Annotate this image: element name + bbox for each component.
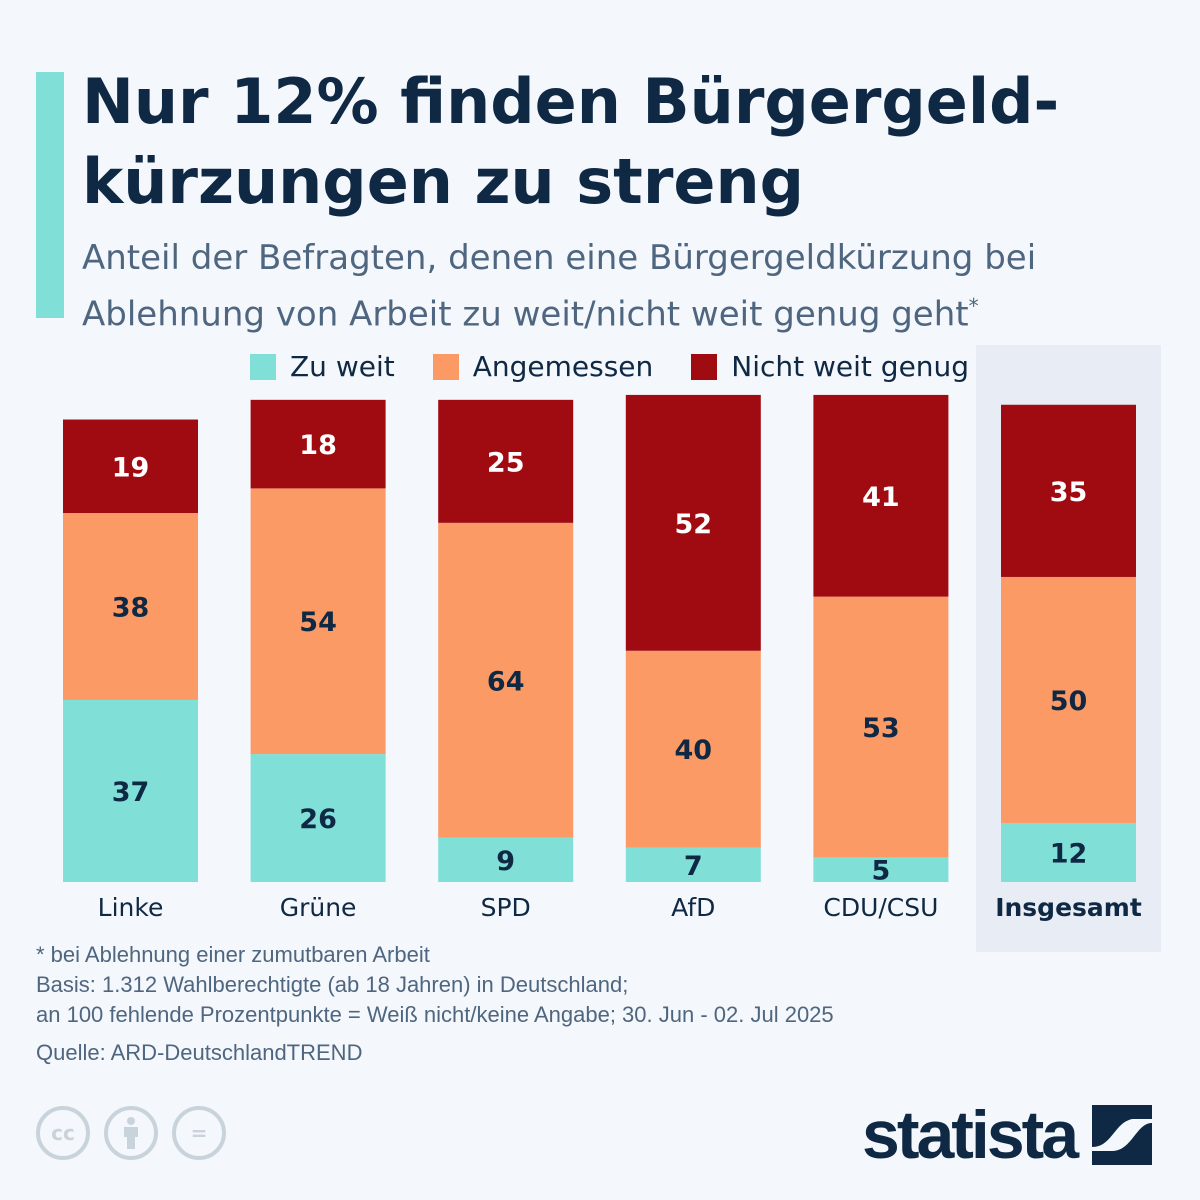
legend-item-nicht-weit-genug: Nicht weit genug (691, 350, 969, 383)
footnotes: * bei Ablehnung einer zumutbaren Arbeit … (36, 940, 834, 1068)
basis-note-2: an 100 fehlende Prozentpunkte = Weiß nic… (36, 1002, 834, 1027)
footnote-mark: * (968, 294, 979, 318)
bar-segment (813, 857, 949, 882)
legend-item-zu-weit: Zu weit (250, 350, 395, 383)
bar-segment (813, 394, 949, 597)
data-label: 26 (299, 804, 337, 835)
bar-segment (625, 847, 761, 882)
data-label: 54 (299, 607, 337, 638)
legend-label: Angemessen (472, 350, 654, 383)
data-label: 64 (487, 666, 525, 697)
bar-segment (1001, 576, 1136, 823)
data-label: 18 (299, 430, 337, 461)
data-label: 12 (1050, 838, 1088, 869)
bar-segment (813, 596, 949, 858)
statista-logo[interactable]: statista (862, 1096, 1153, 1174)
data-label: 9 (496, 846, 515, 877)
legend: Zu weit Angemessen Nicht weit genug (250, 350, 969, 383)
data-label: 38 (112, 592, 150, 623)
bar-segment (63, 419, 198, 513)
bar-segment (438, 399, 574, 523)
legend-label: Zu weit (290, 350, 395, 383)
data-label: 40 (675, 735, 713, 766)
legend-swatch (691, 353, 718, 380)
bar-segment (625, 650, 761, 848)
data-label: 41 (862, 482, 900, 513)
bar-segment (625, 394, 761, 651)
data-label: 37 (112, 777, 150, 808)
data-label: 25 (487, 447, 525, 478)
bar-segment (63, 513, 198, 700)
bar-segment (438, 837, 574, 882)
subtitle-text: Anteil der Befragten, denen eine Bürgerg… (82, 238, 1037, 335)
legend-swatch (432, 353, 459, 380)
stacked-bar-chart: 37 38 19 Linke 26 54 18 Grüne 9 64 25 SPD 7 40 52 AfD 5 5… (63, 345, 1161, 952)
category-label: Grüne (280, 893, 357, 922)
legend-label: Nicht weit genug (731, 350, 970, 383)
bar-segment (63, 699, 198, 882)
data-label: 35 (1050, 477, 1088, 508)
no-derivatives-icon[interactable]: = (172, 1106, 226, 1160)
bar-segment (438, 522, 574, 838)
legend-item-angemessen: Angemessen (432, 350, 654, 383)
category-label: AfD (671, 893, 715, 922)
license-icons: cc = (36, 1106, 226, 1160)
data-label: 52 (675, 509, 713, 540)
bar-segment (1001, 822, 1136, 882)
data-label: 5 (872, 856, 891, 887)
statista-logo-icon (1092, 1105, 1153, 1165)
category-label: CDU/CSU (823, 893, 938, 922)
data-label: 19 (112, 452, 150, 483)
data-label: 7 (684, 851, 703, 882)
basis-note: Basis: 1.312 Wahlberechtigte (ab 18 Jahr… (36, 972, 629, 997)
legend-swatch (250, 353, 276, 380)
bar-segment (250, 488, 386, 755)
footnote: * bei Ablehnung einer zumutbaren Arbeit (36, 942, 430, 967)
bar-segment (250, 399, 386, 489)
subtitle: Anteil der Befragten, denen eine Bürgerg… (82, 234, 1182, 338)
source: Quelle: ARD-DeutschlandTREND (36, 1040, 363, 1065)
bar-segment (1001, 404, 1136, 577)
data-label: 50 (1050, 686, 1088, 717)
logo-wordmark: statista (862, 1097, 1079, 1173)
data-label: 53 (862, 713, 900, 744)
cc-icon[interactable]: cc (36, 1106, 90, 1160)
category-label: Linke (98, 893, 164, 922)
page-title: Nur 12% finden Bürgergeld-kürzungen zu s… (82, 65, 1060, 218)
title-accent-bar (36, 72, 64, 318)
category-label: SPD (481, 893, 531, 922)
attribution-icon[interactable] (104, 1106, 158, 1160)
bar-segment (250, 754, 386, 882)
category-label: Insgesamt (995, 893, 1142, 922)
